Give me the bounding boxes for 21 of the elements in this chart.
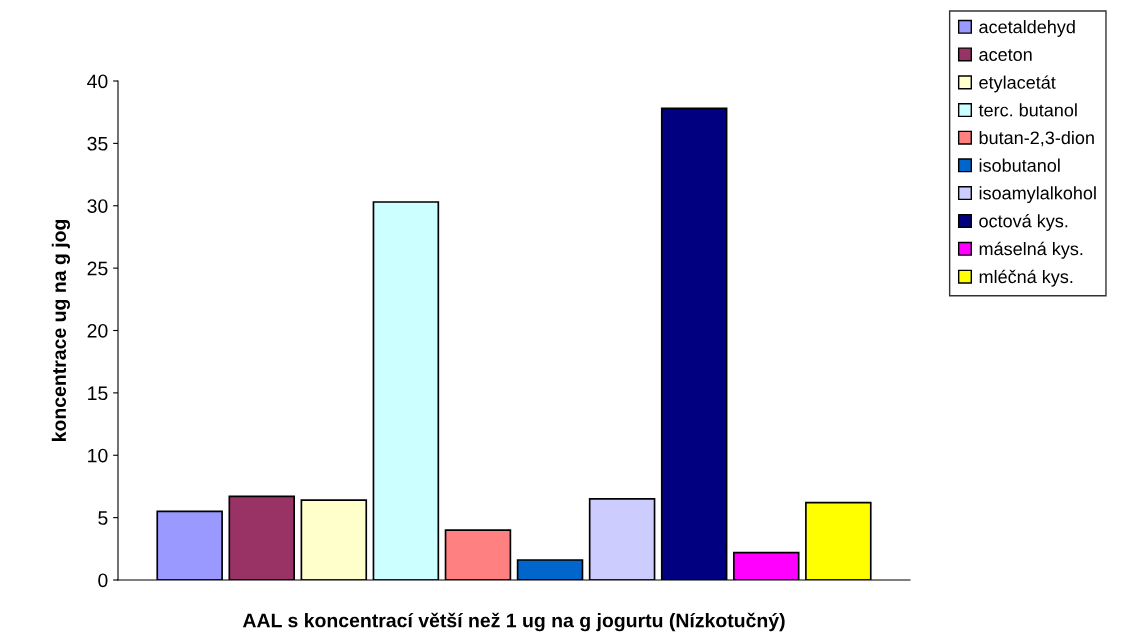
legend-label: aceton — [979, 49, 1032, 61]
legend-label: isobutanol — [979, 158, 1060, 172]
legend-label: isoamylalkohol — [979, 186, 1096, 204]
legend-label: octová kys. — [979, 213, 1068, 231]
legend-label: terc. butanol — [978, 103, 1077, 117]
legend-label: máselná kys. — [979, 241, 1083, 259]
y-tick-label: 30 — [87, 199, 108, 213]
y-tick-label: 10 — [88, 448, 108, 463]
y-tick-label: 0 — [98, 573, 108, 588]
legend-label: butan-2,3-dion — [979, 130, 1094, 147]
legend-label: mléčná kys. — [979, 269, 1073, 287]
y-tick-label: 35 — [87, 136, 108, 151]
y-axis-title: koncentrace ug na g jog — [51, 219, 70, 441]
legend-label: acetaldehyd — [979, 20, 1075, 37]
y-tick-label: 5 — [98, 511, 108, 525]
legend-label: etylacetát — [979, 75, 1056, 93]
y-tick-label: 15 — [88, 386, 108, 401]
x-axis-title: AAL s koncentrací větší než 1 ug na g jogurtu (Nízkotučný) — [242, 612, 785, 632]
y-tick-label: 40 — [87, 74, 108, 89]
y-tick-label: 25 — [87, 261, 108, 276]
y-tick-label: 20 — [87, 323, 108, 338]
